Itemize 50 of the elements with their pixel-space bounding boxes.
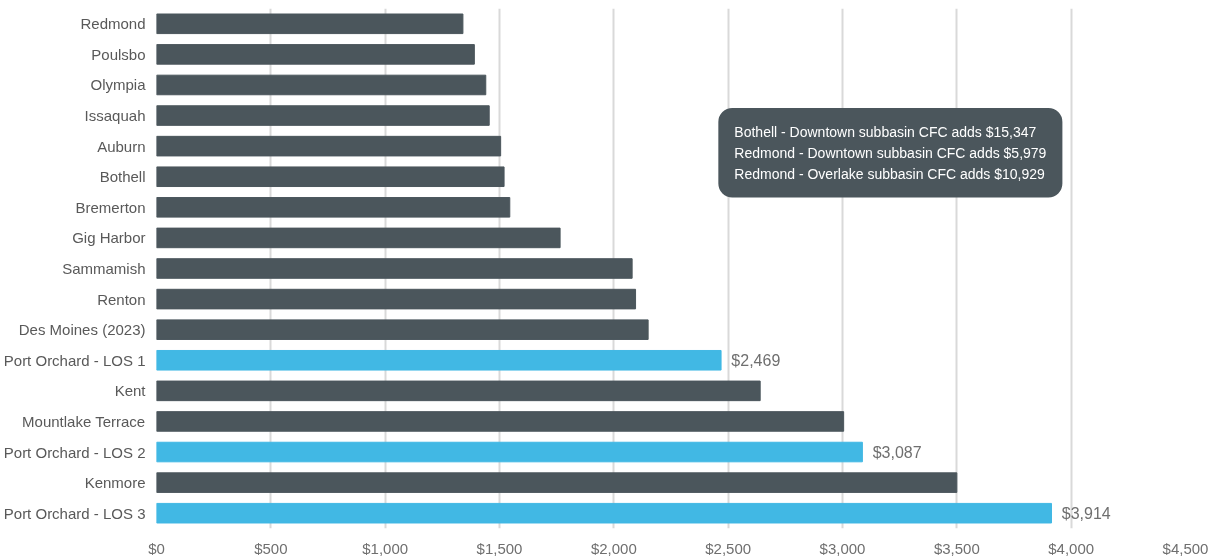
y-tick-label: Kenmore	[84, 474, 146, 492]
y-tick-label: Des Moines (2023)	[18, 321, 146, 339]
y-tick-label: Sammamish	[62, 260, 146, 277]
x-tick-label: $1,500	[476, 539, 523, 557]
x-tick-label: $0	[148, 539, 165, 557]
bar	[156, 441, 863, 463]
bar	[156, 288, 637, 310]
bar	[156, 411, 845, 432]
x-tick-label: $2,000	[590, 539, 637, 557]
bar	[156, 74, 487, 96]
y-tick-label: Bothell	[99, 168, 146, 186]
y-tick-label: Issaquah	[84, 107, 146, 125]
y-tick-label: Renton	[97, 290, 146, 308]
y-tick-label: Port Orchard - LOS 3	[3, 504, 146, 522]
bar	[156, 13, 464, 35]
y-tick-label: Redmond	[80, 15, 146, 33]
bar	[156, 197, 511, 218]
y-tick-label: Bremerton	[75, 198, 146, 216]
y-tick-label: Auburn	[97, 137, 146, 155]
y-tick-label: Olympia	[90, 76, 147, 94]
x-tick-label: $2,500	[705, 539, 752, 557]
y-tick-label: Poulsbo	[91, 45, 146, 63]
y-tick-label: Port Orchard - LOS 2	[3, 443, 146, 461]
bar	[156, 319, 649, 340]
x-tick-label: $3,500	[933, 539, 980, 557]
bar	[156, 380, 761, 402]
bar	[156, 502, 1052, 524]
y-tick-label: Port Orchard - LOS 1	[3, 351, 146, 369]
bar	[156, 349, 722, 371]
x-tick-label: $3,000	[819, 539, 866, 557]
x-tick-label: $1,000	[362, 539, 409, 557]
bar	[156, 472, 958, 493]
data-label: $3,914	[1061, 504, 1111, 522]
y-tick-label: Mountlake Terrace	[22, 412, 146, 430]
bar	[156, 105, 490, 126]
bar	[156, 135, 502, 157]
bar	[156, 258, 633, 279]
x-tick-label: $4,500	[1162, 539, 1209, 557]
data-label: $3,087	[872, 443, 922, 461]
x-tick-label: $500	[254, 539, 288, 557]
bar	[156, 44, 475, 65]
y-tick-label: Gig Harbor	[72, 229, 146, 247]
y-tick-label: Kent	[114, 382, 147, 400]
bar	[156, 227, 561, 249]
annotation: Redmond - Downtown subbasin CFC adds $5,979	[734, 144, 1047, 161]
annotation: Bothell - Downtown subbasin CFC adds $15,347	[734, 123, 1037, 140]
bar	[156, 166, 505, 188]
x-tick-label: $4,000	[1048, 539, 1095, 557]
data-label: $2,469	[731, 351, 781, 369]
annotation: Redmond - Overlake subbasin CFC adds $10,929	[734, 165, 1046, 182]
